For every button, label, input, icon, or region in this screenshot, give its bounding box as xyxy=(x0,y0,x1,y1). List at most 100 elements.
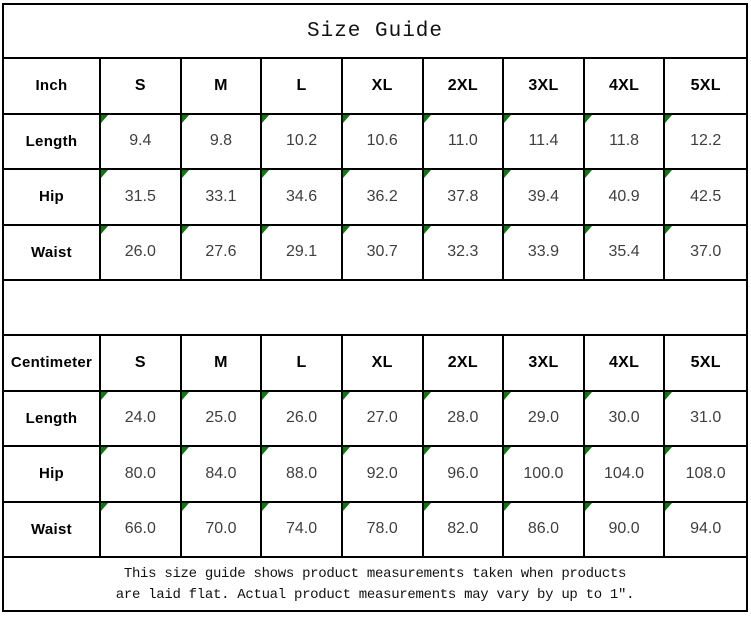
measurement-cell: 30.7 xyxy=(342,225,424,281)
measurement-value: 36.2 xyxy=(366,187,398,205)
measurement-value: 100.0 xyxy=(523,464,564,482)
green-corner-marker-icon xyxy=(504,502,512,511)
unit-header-inch: Inch xyxy=(4,59,101,115)
green-corner-marker-icon xyxy=(342,447,350,455)
measurement-value: 66.0 xyxy=(124,520,156,538)
green-corner-marker-icon xyxy=(181,114,189,123)
measurement-cell: 42.5 xyxy=(665,170,746,226)
measurement-cell: 26.0 xyxy=(262,391,343,447)
measurement-cell: 31.5 xyxy=(101,170,182,226)
measurement-value: 27.0 xyxy=(366,409,398,427)
size-column-header: 2XL xyxy=(423,336,505,392)
measurement-cell: 90.0 xyxy=(584,502,666,558)
measurement-value: 9.8 xyxy=(209,132,233,150)
green-corner-marker-icon xyxy=(423,225,431,234)
measurement-cell: 92.0 xyxy=(342,447,424,503)
green-corner-marker-icon xyxy=(262,502,270,511)
measurement-value: 33.1 xyxy=(205,187,237,205)
green-corner-marker-icon xyxy=(423,502,431,511)
measurement-value: 12.2 xyxy=(690,132,722,150)
size-column-header: 3XL xyxy=(504,59,585,115)
measurement-cell: 104.0 xyxy=(584,447,666,503)
size-guide-sheet: Size Guide Inch S M L XL 2XL 3XL 4XL 5XL… xyxy=(2,3,748,612)
measurement-value: 31.5 xyxy=(124,187,156,205)
measurement-cell: 10.2 xyxy=(262,114,343,170)
measurement-cell: 10.6 xyxy=(342,114,424,170)
green-corner-marker-icon xyxy=(504,114,512,123)
green-corner-marker-icon xyxy=(584,170,592,178)
measurement-cell: 78.0 xyxy=(342,502,424,558)
measurement-cell: 29.0 xyxy=(504,391,585,447)
measurement-cell: 96.0 xyxy=(423,447,505,503)
measurement-value: 32.3 xyxy=(447,243,479,261)
measurement-cell: 70.0 xyxy=(181,502,263,558)
measurement-value: 42.5 xyxy=(690,187,722,205)
size-column-header: XL xyxy=(342,59,424,115)
row-label: Hip xyxy=(4,447,101,503)
measurement-value: 108.0 xyxy=(685,464,726,482)
measurement-value: 29.0 xyxy=(527,409,559,427)
measurement-value: 24.0 xyxy=(124,409,156,427)
measurement-cell: 27.0 xyxy=(342,391,424,447)
green-corner-marker-icon xyxy=(423,170,431,178)
green-corner-marker-icon xyxy=(504,225,512,234)
green-corner-marker-icon xyxy=(181,391,189,400)
green-corner-marker-icon xyxy=(342,225,350,234)
measurement-value: 27.6 xyxy=(205,243,237,261)
measurement-cell: 40.9 xyxy=(584,170,666,226)
green-corner-marker-icon xyxy=(423,391,431,400)
measurement-cell: 29.1 xyxy=(262,225,343,281)
measurement-value: 10.6 xyxy=(366,132,398,150)
measurement-cell: 33.9 xyxy=(504,225,585,281)
green-corner-marker-icon xyxy=(342,391,350,400)
green-corner-marker-icon xyxy=(584,391,592,400)
size-column-header: 3XL xyxy=(504,336,585,392)
measurement-value: 26.0 xyxy=(285,409,318,427)
green-corner-marker-icon xyxy=(665,225,673,234)
measurement-cell: 66.0 xyxy=(101,502,182,558)
size-column-header: L xyxy=(262,59,343,115)
measurement-value: 40.9 xyxy=(608,187,640,205)
measurement-value: 88.0 xyxy=(285,464,318,482)
green-corner-marker-icon xyxy=(181,170,189,178)
measurement-value: 33.9 xyxy=(527,243,559,261)
green-corner-marker-icon xyxy=(181,225,189,234)
measurement-cell: 39.4 xyxy=(504,170,585,226)
measurement-cell: 24.0 xyxy=(101,391,182,447)
measurement-cell: 36.2 xyxy=(342,170,424,226)
green-corner-marker-icon xyxy=(584,502,592,511)
green-corner-marker-icon xyxy=(504,391,512,400)
measurement-value: 25.0 xyxy=(205,409,237,427)
measurement-cell: 11.8 xyxy=(584,114,666,170)
measurement-cell: 108.0 xyxy=(665,447,746,503)
measurement-value: 11.0 xyxy=(447,132,478,150)
size-column-header: 4XL xyxy=(584,336,666,392)
measurement-value: 104.0 xyxy=(604,464,645,482)
measurement-cell: 11.4 xyxy=(504,114,585,170)
size-column-header: 5XL xyxy=(665,336,746,392)
measurement-cell: 88.0 xyxy=(262,447,343,503)
size-column-header: 2XL xyxy=(423,59,505,115)
unit-header-centimeter: Centimeter xyxy=(4,336,101,392)
measurement-value: 82.0 xyxy=(447,520,479,538)
measurement-value: 29.1 xyxy=(285,243,318,261)
green-corner-marker-icon xyxy=(665,447,673,455)
footer-note: This size guide shows product measuremen… xyxy=(4,558,746,610)
measurement-cell: 33.1 xyxy=(181,170,263,226)
measurement-value: 78.0 xyxy=(366,520,398,538)
size-column-header: L xyxy=(262,336,343,392)
green-corner-marker-icon xyxy=(423,114,431,123)
green-corner-marker-icon xyxy=(101,391,108,400)
measurement-value: 31.0 xyxy=(690,409,722,427)
measurement-cell: 30.0 xyxy=(584,391,666,447)
inch-table: Inch S M L XL 2XL 3XL 4XL 5XL Length 9.4… xyxy=(4,59,746,281)
green-corner-marker-icon xyxy=(584,225,592,234)
spacer-row xyxy=(4,281,746,336)
green-corner-marker-icon xyxy=(101,170,108,178)
measurement-value: 92.0 xyxy=(366,464,398,482)
measurement-cell: 11.0 xyxy=(423,114,505,170)
measurement-value: 37.8 xyxy=(447,187,479,205)
green-corner-marker-icon xyxy=(262,114,270,123)
size-column-header: 4XL xyxy=(584,59,666,115)
measurement-cell: 32.3 xyxy=(423,225,505,281)
